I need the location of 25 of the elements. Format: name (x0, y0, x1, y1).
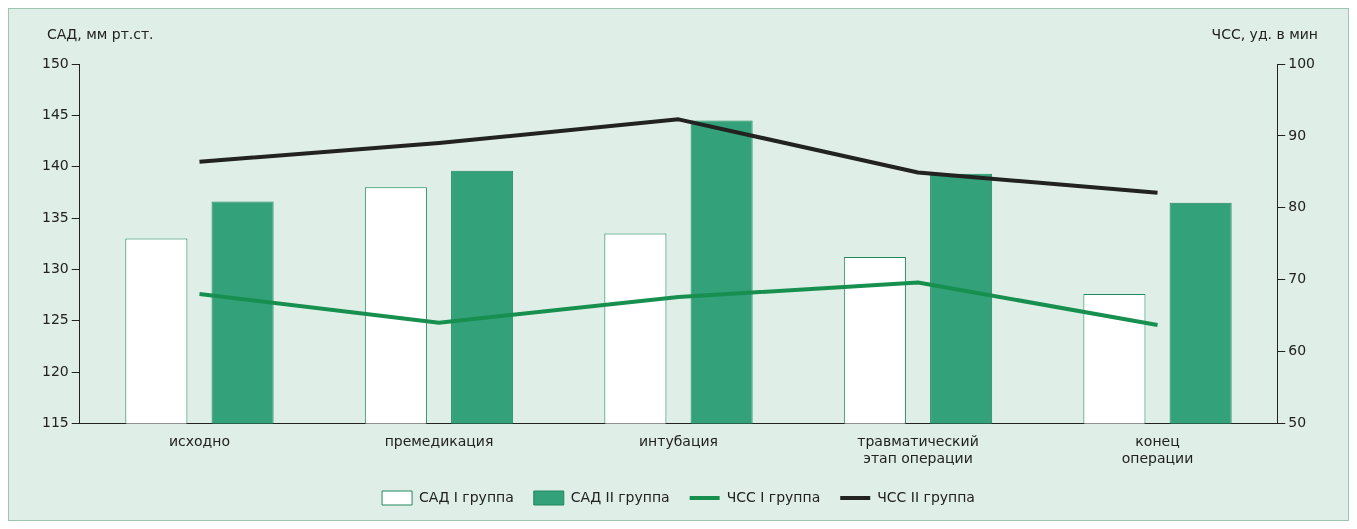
y-tick-label: 130 (41, 260, 69, 277)
x-tick-label: премедикация (384, 433, 494, 450)
x-tick-label: исходно (168, 433, 230, 450)
y2-tick-label: 70 (1288, 270, 1307, 287)
x-tick-label: конец операции (1121, 433, 1194, 467)
y2-tick-label: 50 (1288, 414, 1307, 431)
y2-tick-label: 90 (1288, 126, 1307, 143)
y-tick-label: 120 (41, 362, 69, 379)
y2-axis-title: ЧСС, уд. в мин (1211, 25, 1318, 42)
y-tick-label: 150 (41, 54, 69, 71)
y2-tick-label: 80 (1288, 198, 1307, 215)
y-tick-label: 125 (41, 311, 69, 328)
x-tick-label: интубация (639, 433, 718, 450)
legend-label: САД I группа (419, 488, 514, 505)
y2-tick-label: 60 (1288, 342, 1307, 359)
y-tick-label: 135 (41, 208, 69, 225)
y-tick-label: 145 (41, 105, 69, 122)
x-tick-label: травматический этап операции (857, 433, 979, 467)
y2-tick-label: 100 (1288, 54, 1316, 71)
legend-label: ЧСС II группа (877, 488, 975, 505)
y-tick-label: 115 (41, 414, 69, 431)
y-tick-label: 140 (41, 157, 69, 174)
legend-label: САД II группа (570, 488, 670, 505)
legend-label: ЧСС I группа (726, 488, 821, 505)
y-axis-title: САД, мм рт.ст. (47, 25, 154, 42)
